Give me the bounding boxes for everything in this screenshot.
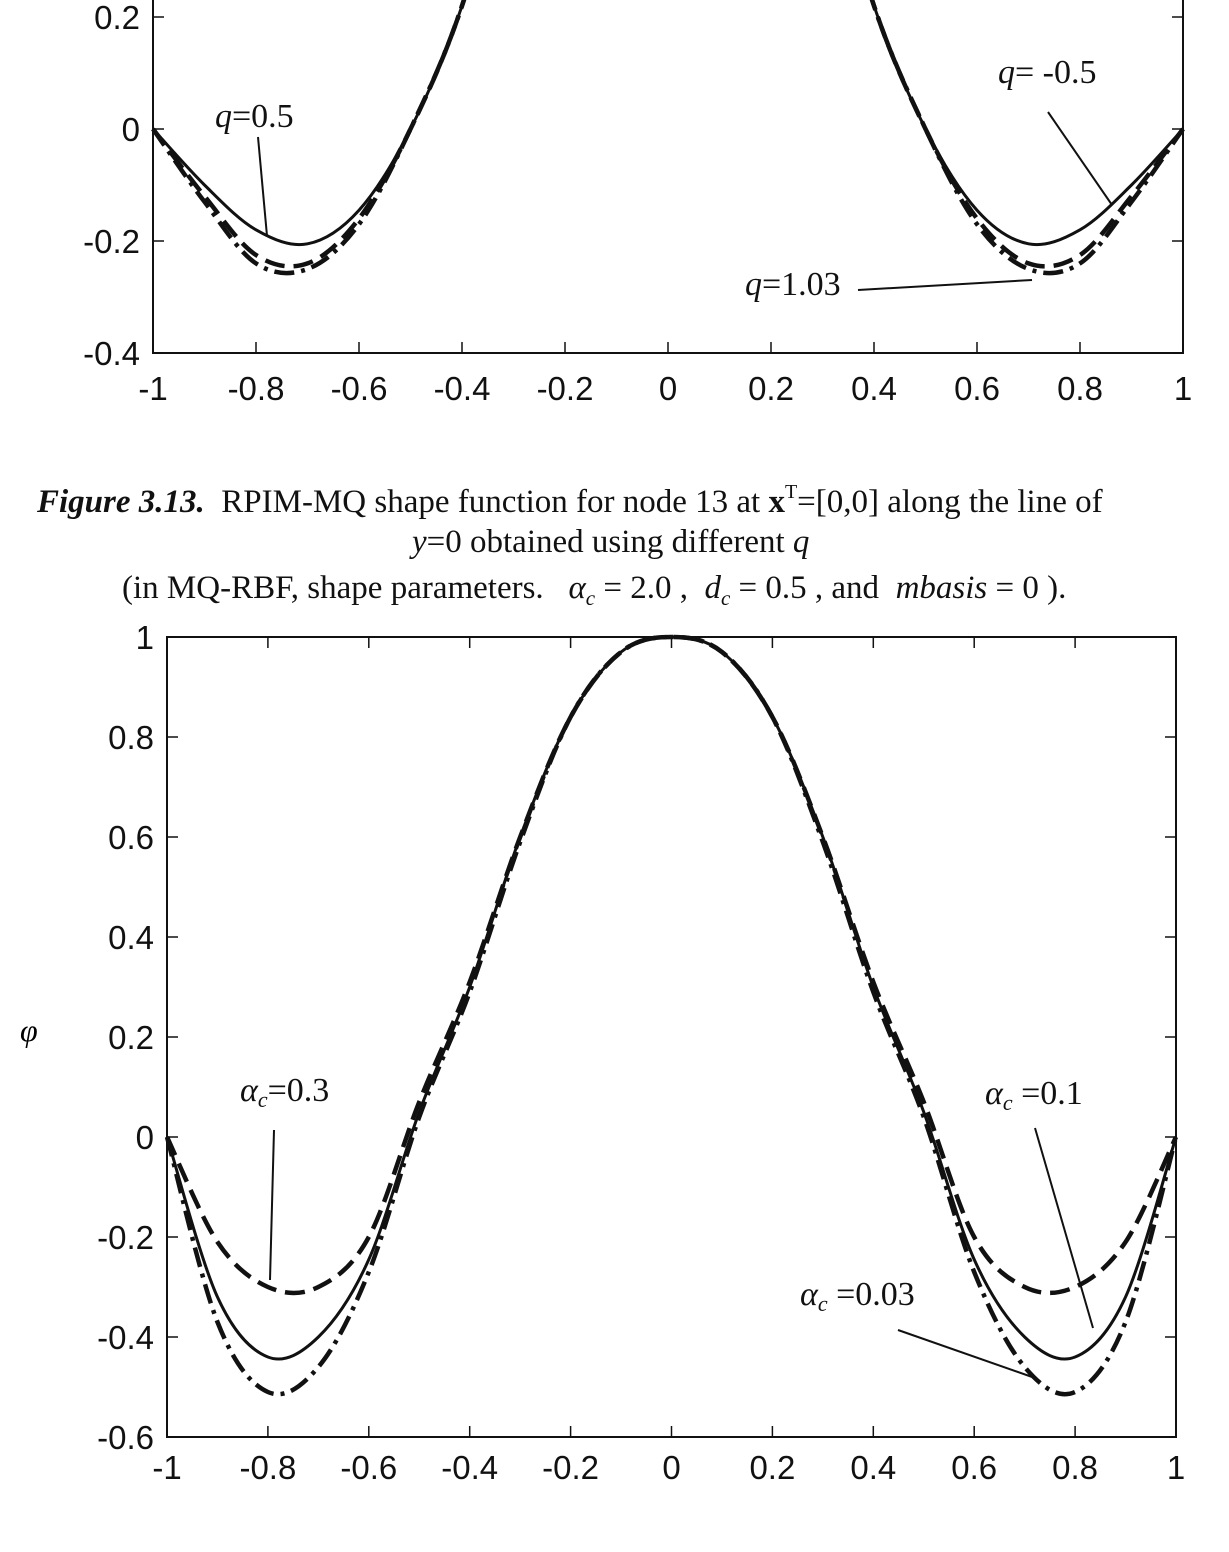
y-tick-label: -0.2 <box>97 1219 154 1256</box>
leader-q-0.5 <box>257 136 268 237</box>
x-tick-label: -0.4 <box>434 370 491 407</box>
x-tick-label: 0.8 <box>1057 370 1103 407</box>
x-tick-label: -1 <box>138 370 167 407</box>
x-tick-label: 0.2 <box>749 1449 795 1486</box>
annotation-var: α <box>985 1075 1003 1112</box>
figure-number: Figure 3.13. <box>37 484 205 520</box>
annotation-var: q <box>215 98 232 135</box>
leader-q-1.03 <box>857 279 1033 291</box>
annotation-value: =0.5 <box>232 98 294 135</box>
annotation-leaders <box>257 111 1113 1379</box>
annotation-value: =0.3 <box>267 1072 330 1109</box>
x-tick-label: -0.8 <box>228 370 285 407</box>
annotation-sub: c <box>1002 1090 1013 1115</box>
caption-text: = 2.0 , <box>595 570 688 606</box>
plot-frame <box>152 0 1184 354</box>
caption-mbasis: mbasis <box>895 570 988 606</box>
caption-superscript: T <box>784 481 798 503</box>
annotation-var: α <box>240 1072 258 1109</box>
annotation-sub: c <box>817 1291 828 1316</box>
leader-q-neg-0.5 <box>1047 111 1113 206</box>
plot-frame <box>166 636 1177 1438</box>
series-line-dashed <box>151 0 1185 269</box>
figure-caption-line1: Figure 3.13. RPIM-MQ shape function for … <box>37 482 1103 519</box>
x-tick-label: 0.4 <box>851 370 897 407</box>
x-tick-label: 0.2 <box>748 370 794 407</box>
series-line-solid <box>165 635 1178 1361</box>
y-tick-label: 0.4 <box>108 919 154 956</box>
y-tick-label: -0.4 <box>97 1319 154 1356</box>
series-line-dashdot <box>164 634 1179 1397</box>
annotation-alpha-0.1: αc =0.1 <box>985 1077 1083 1114</box>
x-tick-label: 0.8 <box>1052 1449 1098 1486</box>
annotation-q-neg-0.5: q= -0.5 <box>998 56 1097 90</box>
y-tick-label: 0.2 <box>94 0 140 36</box>
caption-alpha: α <box>568 570 586 606</box>
y-tick-label: 0.6 <box>108 819 154 856</box>
top-chart-q-comparison: -1 -0.8 -0.6 -0.4 -0.2 0 0.2 0.4 0.6 0.8 1 0.2 0 -0.2… <box>83 0 1192 407</box>
leader-alpha-0.03 <box>897 1329 1036 1379</box>
caption-text: = 0 ). <box>987 570 1067 606</box>
y-axis-label-phi: φ <box>20 1012 38 1048</box>
caption-text: =0 obtained using different <box>426 524 793 560</box>
x-tick-label: 1 <box>1167 1449 1185 1486</box>
caption-text: =[0,0] along the line of <box>797 484 1103 520</box>
caption-sub: c <box>720 586 731 610</box>
y-tick-label: 0.8 <box>108 719 154 756</box>
caption-var-y: y <box>412 524 427 560</box>
caption-var-q: q <box>792 524 810 560</box>
annotation-var: q <box>998 54 1015 91</box>
caption-vector-x: x <box>768 484 785 520</box>
y-tick-label: -0.6 <box>97 1419 154 1456</box>
y-tick-label: -0.2 <box>83 223 140 260</box>
x-tick-label: 0.6 <box>954 370 1000 407</box>
x-tick-label: -1 <box>152 1449 181 1486</box>
annotation-alpha-0.3: αc=0.3 <box>240 1074 329 1111</box>
x-tick-label: -0.4 <box>441 1449 498 1486</box>
annotation-var: α <box>800 1276 818 1313</box>
annotation-value: =0.03 <box>827 1276 915 1313</box>
series-line-dashed <box>164 634 1179 1296</box>
annotation-var: q <box>745 266 762 303</box>
caption-text: RPIM-MQ shape function for node 13 at <box>221 484 769 520</box>
x-tick-label: 0.6 <box>951 1449 997 1486</box>
leader-alpha-0.1 <box>1034 1127 1094 1329</box>
annotation-value: = -0.5 <box>1015 54 1097 91</box>
series-line-solid <box>151 0 1185 247</box>
leader-alpha-0.3 <box>269 1129 275 1281</box>
caption-text: (in MQ-RBF, shape parameters. <box>122 570 544 606</box>
x-tick-label: -0.8 <box>239 1449 296 1486</box>
annotation-q-0.5: q=0.5 <box>215 100 294 134</box>
annotation-alpha-0.03: αc =0.03 <box>800 1278 915 1315</box>
x-tick-label: 0 <box>662 1449 680 1486</box>
y-tick-label: 0 <box>136 1119 154 1156</box>
x-tick-label: 1 <box>1174 370 1192 407</box>
x-tick-label: -0.6 <box>331 370 388 407</box>
bottom-chart-alpha-comparison: -1 -0.8 -0.6 -0.4 -0.2 0 0.2 0.4 0.6 0.8 1 1 0.8 0.6 0… <box>97 619 1185 1486</box>
caption-d: d <box>704 570 721 606</box>
y-tick-label: 0 <box>122 111 140 148</box>
annotation-value: =0.1 <box>1012 1075 1083 1112</box>
x-tick-label: -0.2 <box>542 1449 599 1486</box>
annotation-q-1.03: q=1.03 <box>745 268 841 302</box>
x-tick-label: 0 <box>659 370 677 407</box>
x-tick-label: -0.2 <box>537 370 594 407</box>
caption-text: = 0.5 , and <box>730 570 880 606</box>
x-tick-label: -0.6 <box>340 1449 397 1486</box>
y-tick-label: 1 <box>136 619 154 656</box>
annotation-sub: c <box>257 1087 268 1112</box>
y-tick-label: 0.2 <box>108 1019 154 1056</box>
x-tick-label: 0.4 <box>850 1449 896 1486</box>
annotation-value: =1.03 <box>762 266 841 303</box>
caption-sub: c <box>585 586 596 610</box>
y-tick-label: -0.4 <box>83 335 140 372</box>
figure-caption-line2: y=0 obtained using different q <box>412 526 809 559</box>
series-line-dashdot <box>151 0 1185 276</box>
figure-caption-line3: (in MQ-RBF, shape parameters. αc = 2.0 ,… <box>122 572 1066 609</box>
